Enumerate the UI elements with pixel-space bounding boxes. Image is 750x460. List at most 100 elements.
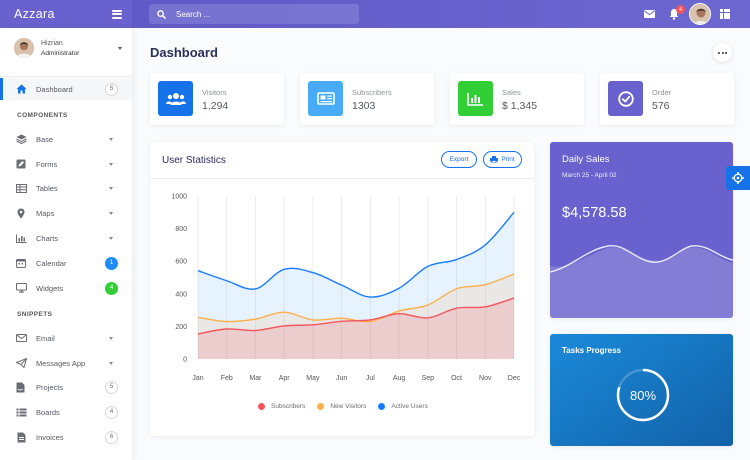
desktop-icon — [15, 282, 27, 294]
chevron-down-icon — [109, 137, 113, 141]
legend-item-subscribers[interactable]: Subscribers — [258, 403, 305, 410]
calendar-icon — [15, 257, 27, 269]
sales-wave — [550, 245, 733, 318]
sidebar-item-boards[interactable]: Boards 4 — [0, 401, 132, 423]
legend-label: Active Users — [391, 403, 428, 410]
user-name: Hizrian — [41, 39, 63, 47]
sidebar-item-tables[interactable]: Tables — [0, 177, 132, 199]
chart-bar-icon — [458, 81, 493, 116]
sidebar-item-label: Base — [36, 134, 54, 144]
user-statistics-chart: 0 200 400 600 800 1000 Jan Feb Mar Apr May Jun Jul Au… — [171, 194, 521, 383]
section-title-components: COMPONENTS — [17, 112, 68, 119]
avatar — [14, 38, 34, 58]
stat-label: Order — [652, 88, 672, 97]
settings-toggle-button[interactable] — [726, 166, 750, 190]
stat-value: $ 1,345 — [502, 100, 538, 112]
chevron-down-icon — [109, 361, 113, 365]
search-icon[interactable] — [157, 9, 166, 19]
sidebar-item-invoices[interactable]: Invoices 6 — [0, 426, 132, 448]
legend-label: Subscribers — [271, 403, 306, 410]
user-statistics-card: User Statistics Export Print 0 200 400 600 8… — [150, 142, 534, 436]
gear-icon — [732, 172, 744, 184]
y-tick-label: 200 — [175, 324, 187, 331]
sidebar-item-messages-app[interactable]: Messages App — [0, 352, 132, 374]
stat-card-visitors: Visitors 1,294 — [150, 73, 284, 125]
map-marker-icon — [15, 207, 27, 219]
chevron-down-icon — [109, 336, 113, 340]
print-icon — [490, 156, 499, 163]
search-input[interactable] — [176, 9, 336, 19]
x-tick-label: Nov — [479, 375, 492, 382]
chart-legend: Subscribers New Visitors Active Users — [258, 403, 428, 410]
y-tick-label: 0 — [183, 357, 187, 364]
divider — [0, 76, 132, 77]
menu-toggle-icon[interactable] — [112, 9, 122, 19]
series-area-active-users — [198, 212, 514, 359]
file-invoice-icon — [15, 431, 27, 443]
sidebar-item-email[interactable]: Email — [0, 327, 132, 349]
y-tick-label: 800 — [175, 226, 187, 233]
sidebar-item-label: Widgets — [36, 283, 64, 293]
more-options-button[interactable] — [713, 43, 732, 62]
sales-amount: $4,578.58 — [562, 205, 627, 221]
count-badge: 5 — [105, 380, 118, 394]
sidebar-item-forms[interactable]: Forms — [0, 153, 132, 175]
sidebar-item-projects[interactable]: Projects 5 — [0, 376, 132, 398]
logo-header: Azzara — [0, 0, 132, 28]
print-button[interactable]: Print — [483, 151, 522, 168]
navbar-avatar[interactable] — [689, 3, 711, 25]
legend-item-new-visitors[interactable]: New Visitors — [317, 403, 366, 410]
count-badge: 1 — [105, 256, 118, 270]
sidebar-item-widgets[interactable]: Widgets 4 — [0, 277, 132, 299]
page-title: Dashboard — [150, 45, 218, 60]
legend-label: New Visitors — [330, 403, 367, 410]
sidebar-item-charts[interactable]: Charts — [0, 227, 132, 249]
card-title: User Statistics — [162, 155, 226, 166]
chevron-down-icon[interactable] — [118, 46, 122, 50]
y-tick-label: 1000 — [171, 194, 187, 201]
x-tick-label: Jun — [336, 375, 347, 382]
envelope-icon[interactable] — [644, 10, 655, 18]
legend-item-active-users[interactable]: Active Users — [378, 403, 428, 410]
apps-grid-icon[interactable] — [720, 9, 730, 19]
sidebar-item-label: Projects — [36, 382, 64, 392]
daily-sales-card: Daily Sales March 25 - April 02 $4,578.5… — [550, 142, 733, 318]
stat-label: Sales — [502, 88, 521, 97]
x-tick-label: May — [306, 375, 320, 382]
x-tick-label: Jul — [366, 375, 375, 382]
stat-card-subscribers: Subscribers 1303 — [300, 73, 434, 125]
sidebar-item-label: Invoices — [36, 432, 64, 442]
y-tick-label: 400 — [175, 291, 187, 298]
envelope-icon — [15, 332, 27, 344]
sidebar: Hizrian Administrator Dashboard 5 COMPON… — [0, 28, 132, 460]
legend-dot — [258, 403, 265, 410]
sidebar-item-label: Dashboard — [36, 84, 73, 94]
paper-plane-icon — [15, 357, 27, 369]
series-line-subscribers — [197, 297, 515, 335]
stat-label: Subscribers — [352, 88, 392, 97]
date-range: March 25 - April 02 — [562, 172, 617, 179]
series-area-subscribers — [198, 298, 514, 359]
export-button[interactable]: Export — [441, 151, 477, 168]
progress-value: 80% — [629, 387, 657, 403]
sidebar-item-maps[interactable]: Maps — [0, 202, 132, 224]
user-role: Administrator — [41, 49, 80, 57]
list-icon — [15, 406, 27, 418]
sidebar-item-base[interactable]: Base — [0, 128, 132, 150]
count-badge: 6 — [105, 430, 118, 444]
sidebar-item-calendar[interactable]: Calendar 1 — [0, 252, 132, 274]
sidebar-item-label: Forms — [36, 159, 58, 169]
stat-card-order: Order 576 — [600, 73, 734, 125]
sidebar-item-label: Messages App — [36, 358, 86, 368]
x-tick-label: Dec — [508, 375, 521, 382]
file-signature-icon — [15, 381, 27, 393]
tasks-progress-card: Tasks Progress 80% — [550, 334, 733, 446]
series-line-active-users — [197, 211, 515, 298]
count-badge: 4 — [105, 405, 118, 419]
app-logo[interactable]: Azzara — [14, 7, 55, 21]
user-profile[interactable]: Hizrian Administrator — [14, 38, 122, 58]
stat-value: 576 — [652, 100, 670, 112]
sidebar-item-dashboard[interactable]: Dashboard 5 — [0, 78, 132, 100]
count-badge: 4 — [105, 281, 118, 295]
chart-bar-icon — [15, 232, 27, 244]
